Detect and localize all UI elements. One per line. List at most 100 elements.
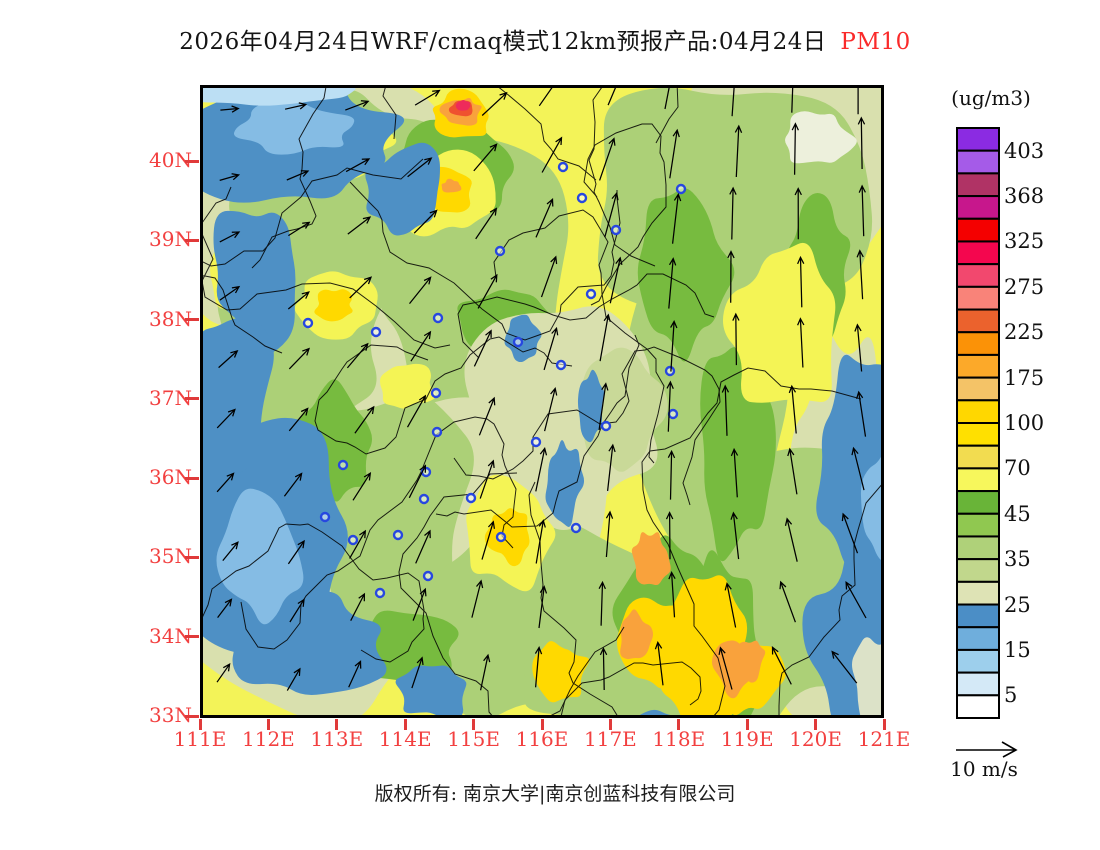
pollution-contour-region [213, 210, 296, 356]
lat-axis-label: 38N [149, 306, 192, 331]
lon-axis-tick [198, 719, 202, 730]
lon-axis-label: 119E [720, 727, 774, 751]
city-marker [555, 359, 567, 371]
wind-reference-label: 10 m/s [950, 757, 1018, 781]
lon-axis-label: 118E [652, 727, 706, 751]
lon-axis-label: 111E [173, 727, 227, 751]
colorbar-tick-label: 175 [1004, 365, 1045, 390]
lon-axis-label: 112E [242, 727, 295, 751]
colorbar-cell [956, 512, 1000, 538]
city-marker [374, 587, 386, 599]
colorbar-cell [956, 399, 1000, 424]
forecast-map [200, 85, 884, 718]
colorbar [956, 127, 1000, 719]
pollution-contour-region [441, 178, 462, 193]
city-marker [347, 534, 359, 546]
lat-axis-tick [185, 476, 199, 480]
city-marker [422, 570, 434, 582]
colorbar-tick-label: 403 [1004, 138, 1045, 163]
lon-axis-tick [335, 719, 339, 730]
colorbar-cell [956, 694, 1000, 719]
colorbar-cell [956, 580, 1000, 606]
city-marker [570, 522, 582, 534]
city-marker [557, 161, 569, 173]
city-marker [465, 492, 477, 504]
lat-axis-label: 39N [149, 227, 192, 252]
colorbar-unit-label: (ug/m3) [951, 86, 1031, 110]
pollution-contour-region [785, 111, 857, 164]
colorbar-cell [956, 558, 1000, 583]
colorbar-tick-label: 25 [1004, 592, 1031, 617]
colorbar-tick-label: 5 [1004, 683, 1018, 708]
colorbar-tick-label: 368 [1004, 184, 1045, 209]
city-marker [370, 326, 382, 338]
lat-axis-label: 34N [149, 623, 192, 648]
pollution-contour-region [852, 637, 884, 718]
lat-axis-label: 37N [149, 385, 192, 410]
colorbar-tick-label: 45 [1004, 501, 1031, 526]
lon-axis-label: 115E [447, 727, 500, 751]
colorbar-tick-label: 100 [1004, 411, 1045, 435]
pollution-contour-region [484, 508, 530, 567]
city-marker [302, 317, 314, 329]
colorbar-cell [956, 626, 1000, 651]
pollution-contour-region [395, 665, 467, 718]
pollution-contour-region [722, 242, 836, 403]
pollution-contour-region [577, 369, 605, 443]
lon-axis-label: 113E [310, 727, 364, 751]
pollution-contour-region [631, 532, 671, 586]
colorbar-cell [956, 535, 1000, 561]
lat-axis-label: 36N [149, 465, 192, 490]
lon-axis-tick [745, 719, 749, 730]
lon-axis-label: 120E [789, 727, 842, 751]
lon-axis-label: 121E [857, 727, 911, 751]
colorbar-tick-label: 275 [1004, 274, 1045, 299]
lon-axis-tick [540, 719, 544, 730]
pollution-contour-region [504, 314, 542, 363]
pollution-contour-region [860, 453, 884, 562]
pollution-contour-region [216, 488, 304, 625]
colorbar-tick-label: 225 [1004, 320, 1045, 345]
city-marker [495, 531, 507, 543]
city-marker [600, 420, 612, 432]
lon-axis-label: 114E [378, 727, 432, 751]
colorbar-tick-label: 35 [1004, 547, 1031, 572]
colorbar-cell [956, 217, 1000, 243]
pollution-contour-region [308, 187, 387, 288]
pollution-contour-region [200, 317, 274, 478]
pollution-contour-region [637, 188, 735, 362]
lat-axis-tick [185, 714, 199, 718]
colorbar-cell [956, 353, 1000, 379]
pollution-contour-region [711, 640, 758, 699]
city-marker [530, 436, 542, 448]
lat-axis-tick [185, 318, 199, 322]
colorbar-cell [956, 671, 1000, 697]
lon-axis-label: 117E [584, 727, 637, 751]
lon-axis-tick [608, 719, 612, 730]
city-marker [337, 459, 349, 471]
city-marker [585, 288, 597, 300]
wind-reference-arrow [956, 741, 1018, 758]
lon-axis-tick [882, 719, 886, 730]
colorbar-cell [956, 376, 1000, 402]
colorbar-cell [956, 331, 1000, 356]
pollution-contour-region [379, 363, 436, 409]
lat-axis-tick [185, 159, 199, 163]
lon-axis-tick [472, 719, 476, 730]
city-marker [576, 192, 588, 204]
colorbar-cell [956, 195, 1000, 220]
colorbar-cell [956, 422, 1000, 447]
city-marker [430, 387, 442, 399]
city-marker [610, 224, 622, 236]
chart-title-text: 2026年04月24日WRF/cmaq模式12km预报产品:04月24日 [179, 29, 827, 55]
pollution-contour-region [233, 99, 355, 155]
colorbar-cell [956, 127, 1000, 152]
wind-vectors [216, 85, 867, 691]
pollution-contour-region [455, 100, 471, 111]
colorbar-tick-label: 70 [1004, 456, 1031, 481]
city-marker [432, 312, 444, 324]
city-marker [319, 511, 331, 523]
colorbar-cell [956, 490, 1000, 515]
colorbar-cell [956, 172, 1000, 198]
